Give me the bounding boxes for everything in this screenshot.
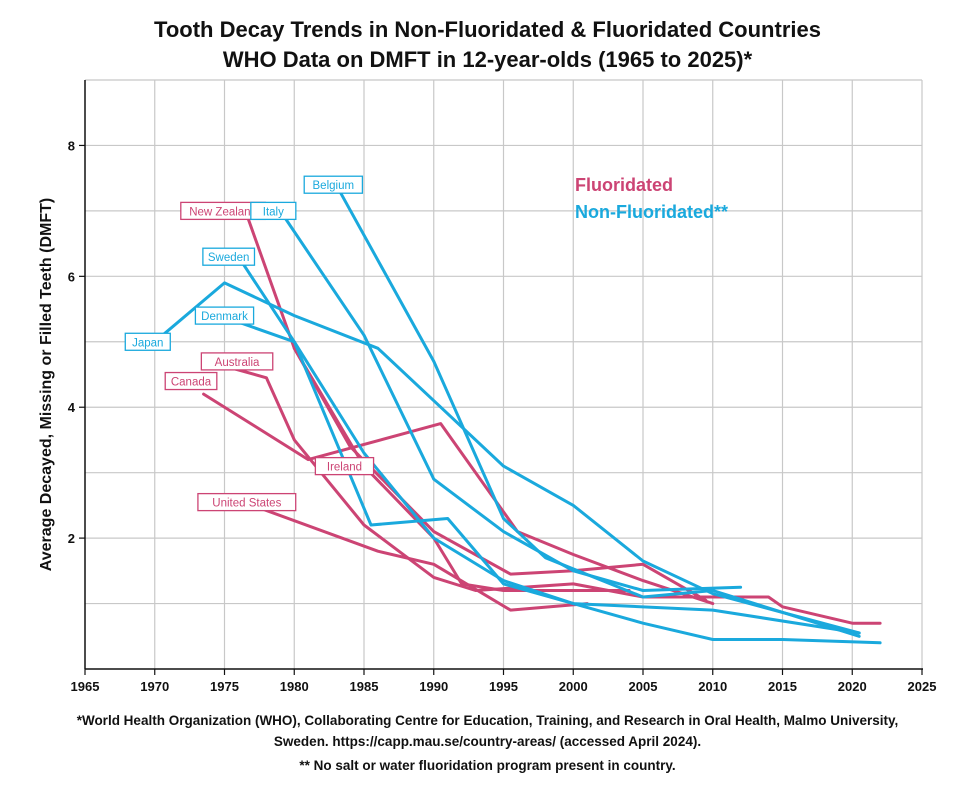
series-line-denmark: [236, 320, 882, 645]
country-label-ireland: Ireland: [314, 456, 375, 476]
legend-entry-fluoridated: Fluoridated: [575, 175, 673, 195]
series-line-ireland: [292, 346, 708, 602]
x-tick-label: 1995: [489, 679, 518, 694]
country-label-box: [200, 352, 274, 371]
x-tick-label: 1975: [210, 679, 239, 694]
x-tick-label: 2015: [768, 679, 797, 694]
line-chart: 1965 1970 1975 1980 1985 1990 1995 2000 2005 2010…: [38, 79, 936, 694]
x-tick-label: 1965: [71, 679, 100, 694]
footnote-nonfluoridated: ** No salt or water fluoridation program…: [299, 758, 676, 773]
country-label-box: [250, 201, 297, 221]
country-label-australia: Australia: [200, 352, 274, 371]
x-tick-label: 1990: [419, 679, 448, 694]
series-line-belgium: [334, 183, 861, 638]
country-label-box: [303, 175, 364, 194]
series-line-australia: [230, 366, 882, 625]
country-label-canada: Canada: [164, 371, 218, 391]
country-label-belgium: Belgium: [303, 175, 364, 194]
footnote-source-cont: Sweden. https://capp.mau.se/country-area…: [273, 734, 702, 749]
country-label-box: [194, 306, 255, 325]
country-label-new-zealand: New Zealand: [180, 201, 267, 221]
y-tick-label: 8: [68, 138, 75, 153]
x-tick-label: 2000: [559, 679, 588, 694]
country-label-united-states: United States: [197, 492, 297, 512]
country-label-box: [164, 371, 218, 391]
x-tick-label: 1970: [140, 679, 169, 694]
country-label-box: [202, 247, 256, 266]
x-tick-label: 1985: [350, 679, 379, 694]
country-label-box: [197, 492, 297, 512]
series-line-japan: [153, 281, 861, 635]
series-lines: [153, 183, 882, 645]
country-label-text: Ireland: [327, 462, 362, 474]
y-axis-label: Average Decayed, Missing or Filled Teeth…: [38, 198, 55, 571]
series-line-italy: [278, 209, 743, 592]
country-labels: New Zealand Italy Belgium Sweden Denmark Japa…: [124, 175, 375, 512]
x-tick-label: 2010: [698, 679, 727, 694]
country-label-text: Sweden: [208, 252, 250, 264]
y-tick-label: 6: [68, 269, 75, 284]
series-line-united-states: [250, 503, 589, 612]
series-line-sweden: [236, 255, 861, 635]
x-tick-label: 2025: [908, 679, 937, 694]
country-label-text: Canada: [171, 377, 212, 389]
x-tick-label: 2020: [838, 679, 867, 694]
x-tick-label: 2005: [629, 679, 658, 694]
country-label-text: United States: [212, 498, 281, 510]
chart-title-line1: Tooth Decay Trends in Non-Fluoridated & …: [154, 17, 821, 42]
country-label-denmark: Denmark: [194, 306, 255, 325]
country-label-japan: Japan: [124, 332, 171, 351]
country-label-text: Denmark: [201, 311, 248, 323]
legend-entry-non-fluoridated: Non-Fluoridated**: [575, 202, 728, 222]
axes: 1965 1970 1975 1980 1985 1990 1995 2000 2005 2010…: [38, 80, 936, 694]
country-label-box: [124, 332, 171, 351]
y-tick-label: 4: [68, 400, 76, 415]
country-label-text: New Zealand: [189, 206, 257, 218]
chart-title-line2: WHO Data on DMFT in 12-year-olds (1965 t…: [222, 47, 753, 72]
x-tick-label: 1980: [280, 679, 309, 694]
legend: Fluoridated Non-Fluoridated**: [575, 175, 728, 222]
country-label-text: Australia: [215, 357, 260, 369]
grid: [85, 79, 923, 669]
footnote-source: *World Health Organization (WHO), Collab…: [76, 713, 899, 728]
country-label-italy: Italy: [250, 201, 297, 221]
country-label-sweden: Sweden: [202, 247, 256, 266]
country-label-text: Belgium: [313, 180, 355, 192]
country-label-text: Japan: [132, 337, 163, 349]
y-tick-label: 2: [68, 531, 75, 546]
country-label-box: [314, 456, 375, 476]
country-label-text: Italy: [263, 206, 284, 218]
